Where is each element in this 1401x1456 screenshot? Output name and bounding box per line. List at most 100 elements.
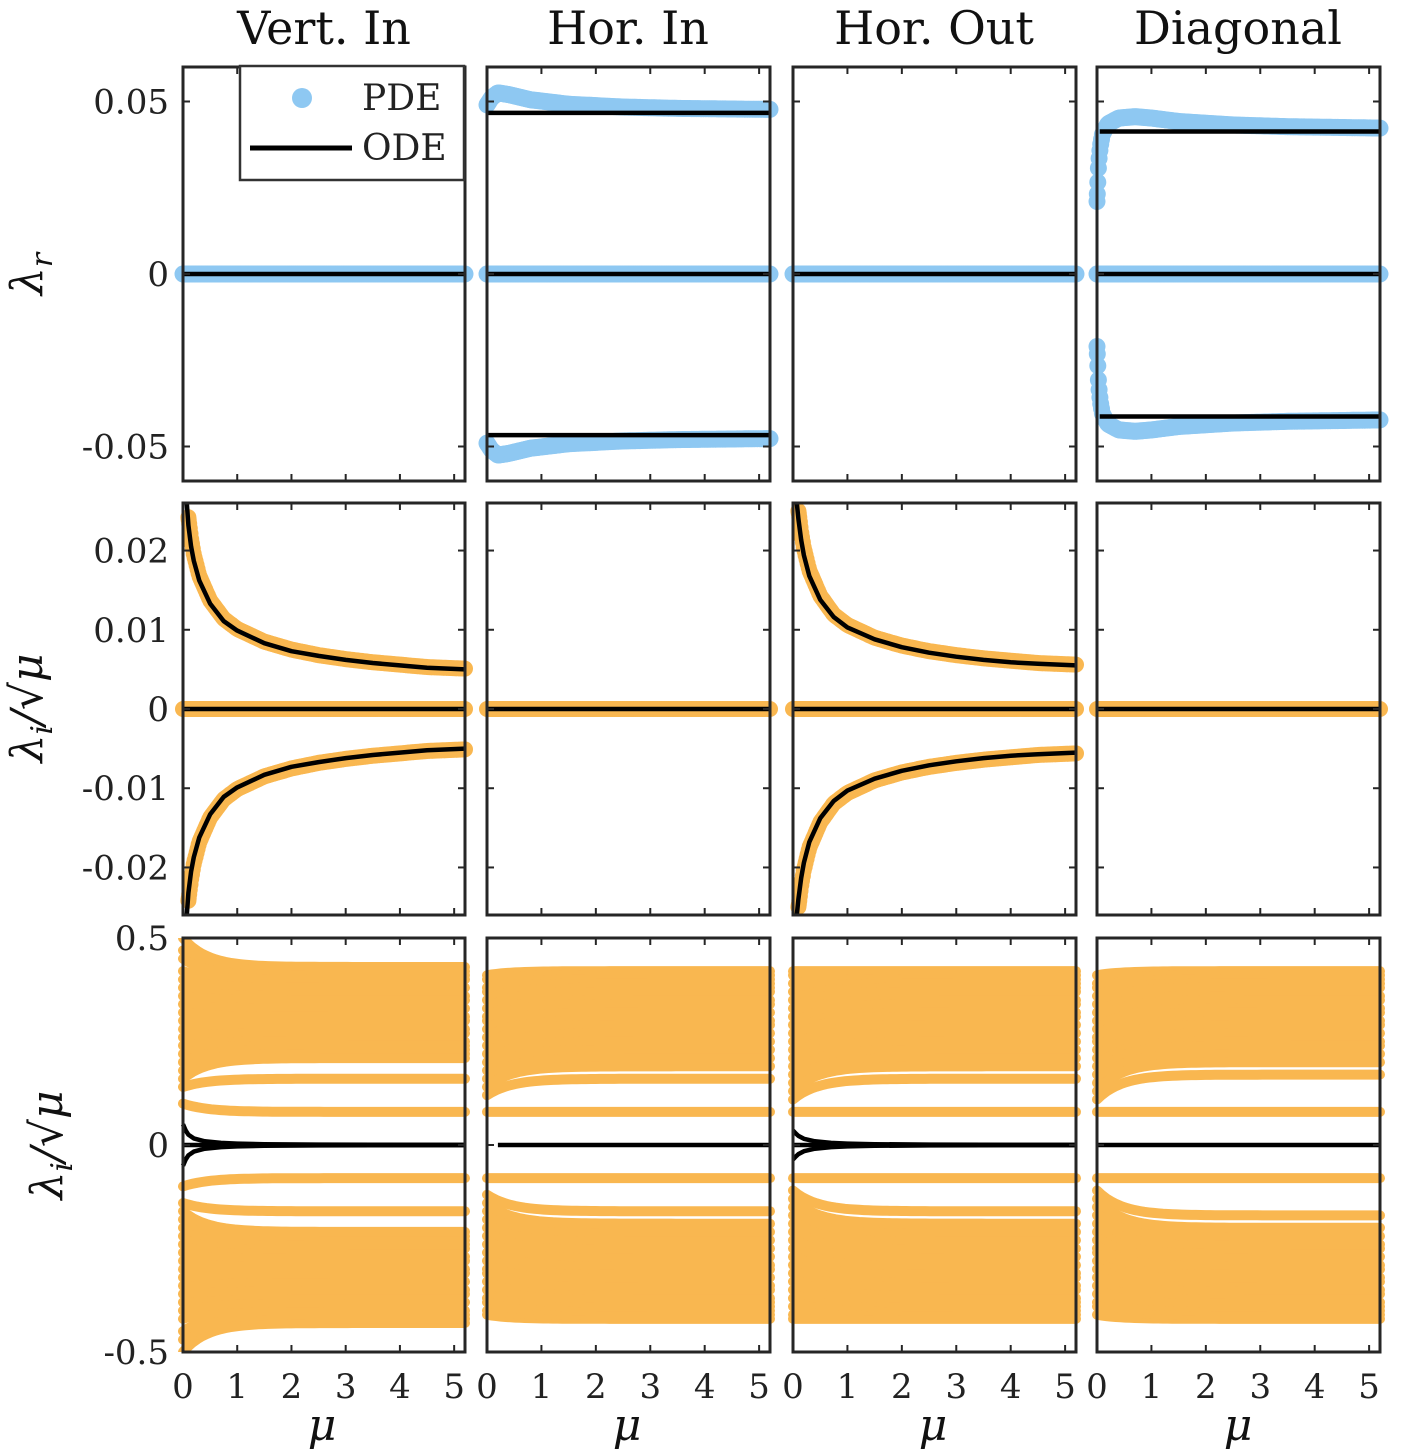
pde-band-curve — [482, 1255, 775, 1283]
x-tick-label: 5 — [1054, 1367, 1076, 1407]
pde-band-curve — [178, 966, 470, 985]
column-title-hor-out: Hor. Out — [834, 1, 1034, 55]
row-ylabel-real: λr — [2, 251, 60, 297]
pde-band-curve — [788, 1011, 1081, 1047]
pde-band-curve — [482, 1214, 775, 1246]
pde-band-curve — [1092, 1247, 1385, 1283]
legend: PDE ODE — [238, 64, 466, 182]
pde-band-curve — [1092, 1007, 1385, 1043]
x-tick-label: 1 — [837, 1367, 859, 1407]
pde-band-curve — [178, 991, 470, 1006]
pde-band-curve — [482, 1189, 775, 1217]
x-tick-label: 1 — [1141, 1367, 1163, 1407]
row-ylabel-imag-full: λi/√μ — [22, 1091, 80, 1202]
pde-band-curve — [178, 1053, 470, 1084]
pde-band-curve — [788, 986, 1081, 1014]
pde-branch — [1088, 108, 1389, 210]
pde-band-curve — [1092, 1069, 1385, 1105]
x-tick-label: 0 — [172, 1367, 194, 1407]
pde-band-curve — [482, 999, 775, 1026]
pde-band-curve — [1092, 1235, 1385, 1271]
row-ylabel-imag-zoom: λi/√μ — [2, 654, 60, 765]
pde-band-curve — [178, 1098, 470, 1117]
pde-band-curve — [178, 999, 470, 1014]
pde-band-curve — [482, 1198, 775, 1229]
pde-band-curve — [1092, 1040, 1385, 1080]
pde-band-curve — [178, 1284, 470, 1299]
pde-band-curve — [1092, 1185, 1385, 1221]
pde-band-curve — [788, 1276, 1081, 1304]
pde-branch — [180, 741, 473, 909]
pde-band-curve — [178, 1297, 470, 1316]
pde-band-curve — [178, 974, 470, 993]
panel-r0-c1 — [478, 65, 779, 483]
pde-band-curve — [482, 1264, 775, 1291]
pde-band-curve — [1092, 995, 1385, 1026]
pde-band-curve — [788, 1019, 1081, 1055]
pde-band-curve — [482, 1044, 775, 1076]
legend-pde-label: PDE — [362, 78, 441, 119]
pde-band-curve — [1092, 1210, 1385, 1250]
pde-band-curve — [178, 1247, 470, 1262]
y-tick-label: -0.05 — [82, 428, 169, 468]
ode-line — [180, 1142, 466, 1167]
y-tick-label: 0.01 — [93, 611, 169, 651]
x-tick-label: 0 — [476, 1367, 498, 1407]
pde-band-curve — [788, 1053, 1081, 1088]
xlabel-col-0: μ — [308, 1400, 337, 1451]
xlabel-col-1: μ — [613, 1400, 642, 1451]
pde-band-curve — [788, 1235, 1081, 1271]
pde-band-curve — [482, 1061, 775, 1092]
x-tick-label: 0 — [1086, 1367, 1108, 1407]
pde-band — [482, 966, 775, 1324]
panel-r0-c0: 0.05 0 -0.05 — [82, 65, 474, 483]
panel-r1-c1 — [479, 501, 778, 917]
pde-band-curve — [482, 1222, 775, 1254]
pde-band-curve — [482, 1206, 775, 1237]
pde-band-curve — [482, 1231, 775, 1262]
panel-r2-c0: 0 1 2 3 4 50.50-0.5 — [103, 919, 470, 1407]
pde-band — [788, 966, 1081, 1324]
pde-band-curve — [178, 1206, 470, 1237]
pde-band-curve — [1092, 1028, 1385, 1064]
pde-band-curve — [482, 1036, 775, 1068]
column-title-diagonal: Diagonal — [1134, 1, 1342, 55]
x-tick-label: 3 — [945, 1367, 967, 1407]
pde-band-curve — [482, 1019, 775, 1051]
panel-r0-c3 — [1088, 65, 1389, 483]
x-tick-label: 5 — [443, 1367, 465, 1407]
pde-band-curve — [1092, 1057, 1385, 1097]
legend-ode-label: ODE — [362, 128, 447, 169]
panel-r1-c2 — [785, 501, 1084, 917]
pde-band-curve — [1092, 1280, 1385, 1308]
panel-r1-c0: 0.02 0.01 0 -0.01 -0.02 — [82, 501, 473, 917]
x-tick-label: 4 — [694, 1367, 716, 1407]
pde-band-curve — [788, 1073, 1081, 1105]
x-tick-label: 4 — [1304, 1367, 1326, 1407]
pde-band-curve — [178, 1028, 470, 1043]
x-tick-label: 2 — [891, 1367, 913, 1407]
pde-band-curve — [482, 1239, 775, 1271]
pde-band-curve — [482, 1276, 775, 1304]
x-tick-label: 0 — [782, 1367, 804, 1407]
pde-band-curve — [178, 1198, 470, 1217]
y-tick-label: 0.05 — [93, 83, 169, 123]
pde-band — [178, 938, 470, 1352]
y-tick-label: 0 — [147, 1126, 169, 1166]
pde-band-curve — [178, 1305, 470, 1324]
x-tick-label: 4 — [389, 1367, 411, 1407]
pde-band-curve — [788, 999, 1081, 1030]
ode-line — [794, 750, 1077, 915]
x-tick-label: 4 — [1000, 1367, 1022, 1407]
x-tick-label: 2 — [281, 1367, 303, 1407]
y-tick-label: -0.01 — [82, 769, 169, 809]
ode-line — [791, 1142, 1077, 1162]
panel-r1-c3 — [1089, 501, 1388, 917]
y-tick-label: 0.02 — [93, 532, 169, 572]
pde-band-curve — [1092, 1048, 1385, 1088]
pde-band-curve — [788, 1218, 1081, 1254]
column-title-hor-in: Hor. In — [547, 1, 709, 55]
pde-band-curve — [1092, 1193, 1385, 1233]
